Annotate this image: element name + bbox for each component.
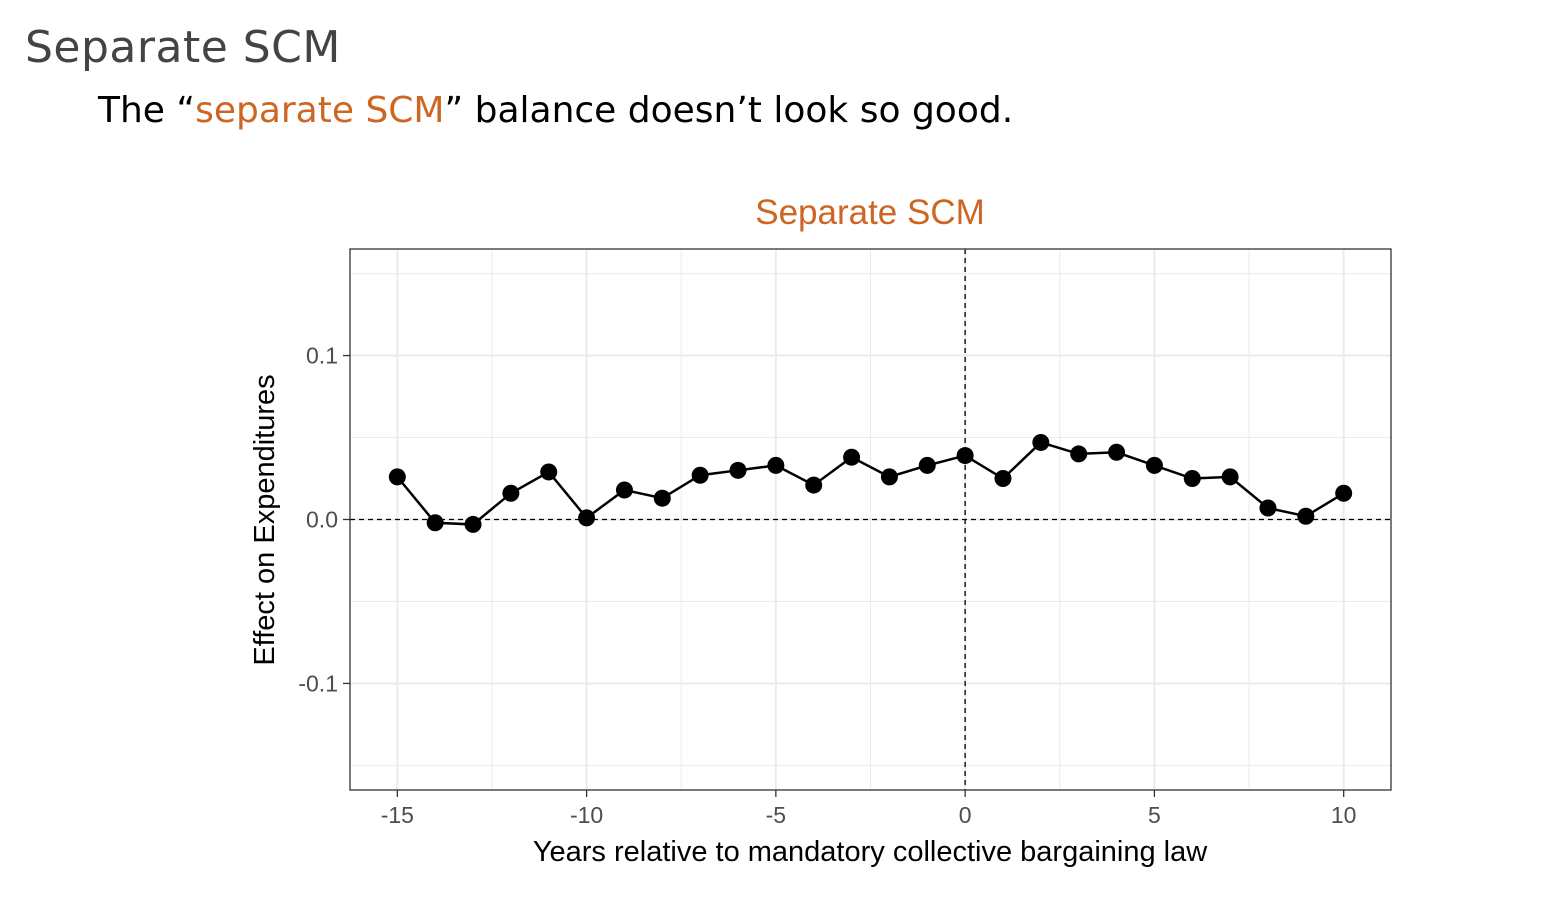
- data-point: [1221, 468, 1239, 486]
- subtitle-pre: The “: [98, 90, 196, 131]
- data-point: [805, 476, 823, 494]
- data-point: [1032, 433, 1050, 451]
- slide-subtitle: The “separate SCM” balance doesn’t look …: [98, 90, 1013, 131]
- x-tick-label: -10: [570, 802, 603, 828]
- data-point: [1108, 443, 1126, 461]
- data-point: [464, 515, 482, 533]
- data-point: [918, 456, 936, 474]
- y-tick-label: 0.0: [306, 507, 338, 533]
- data-point: [1297, 507, 1315, 525]
- x-axis-label: Years relative to mandatory collective b…: [533, 836, 1208, 868]
- y-tick-label: 0.1: [306, 343, 338, 369]
- data-point: [653, 489, 671, 507]
- subtitle-accent: separate SCM: [195, 90, 445, 131]
- chart-title: Separate SCM: [755, 193, 985, 232]
- y-axis-ticks: -0.1 0.0 0.1: [298, 343, 350, 696]
- data-point: [578, 509, 596, 527]
- y-axis-label: Effect on Expenditures: [249, 374, 281, 665]
- data-point: [1145, 456, 1163, 474]
- data-point: [880, 468, 898, 486]
- data-point: [540, 463, 558, 481]
- data-point: [767, 456, 785, 474]
- y-tick-label: -0.1: [298, 670, 338, 696]
- data-point: [615, 481, 633, 499]
- series-points: [388, 433, 1353, 533]
- data-point: [502, 484, 520, 502]
- data-point: [1259, 499, 1277, 517]
- data-point: [388, 468, 406, 486]
- data-point: [1070, 445, 1088, 463]
- x-tick-label: 10: [1331, 802, 1357, 828]
- reference-lines: [350, 249, 1391, 790]
- data-point: [729, 461, 747, 479]
- data-point: [956, 447, 974, 465]
- x-tick-label: -5: [766, 802, 786, 828]
- data-point: [1335, 484, 1353, 502]
- data-point: [1183, 470, 1201, 488]
- x-tick-label: 0: [959, 802, 972, 828]
- data-point: [426, 514, 444, 532]
- x-axis-ticks: -15 -10 -5 0 5 10: [381, 790, 1357, 828]
- x-tick-label: -15: [381, 802, 414, 828]
- data-point: [994, 470, 1012, 488]
- data-point: [691, 466, 709, 484]
- slide-title: Separate SCM: [25, 22, 341, 73]
- subtitle-post: ” balance doesn’t look so good.: [444, 90, 1014, 131]
- data-point: [843, 448, 861, 466]
- x-tick-label: 5: [1148, 802, 1161, 828]
